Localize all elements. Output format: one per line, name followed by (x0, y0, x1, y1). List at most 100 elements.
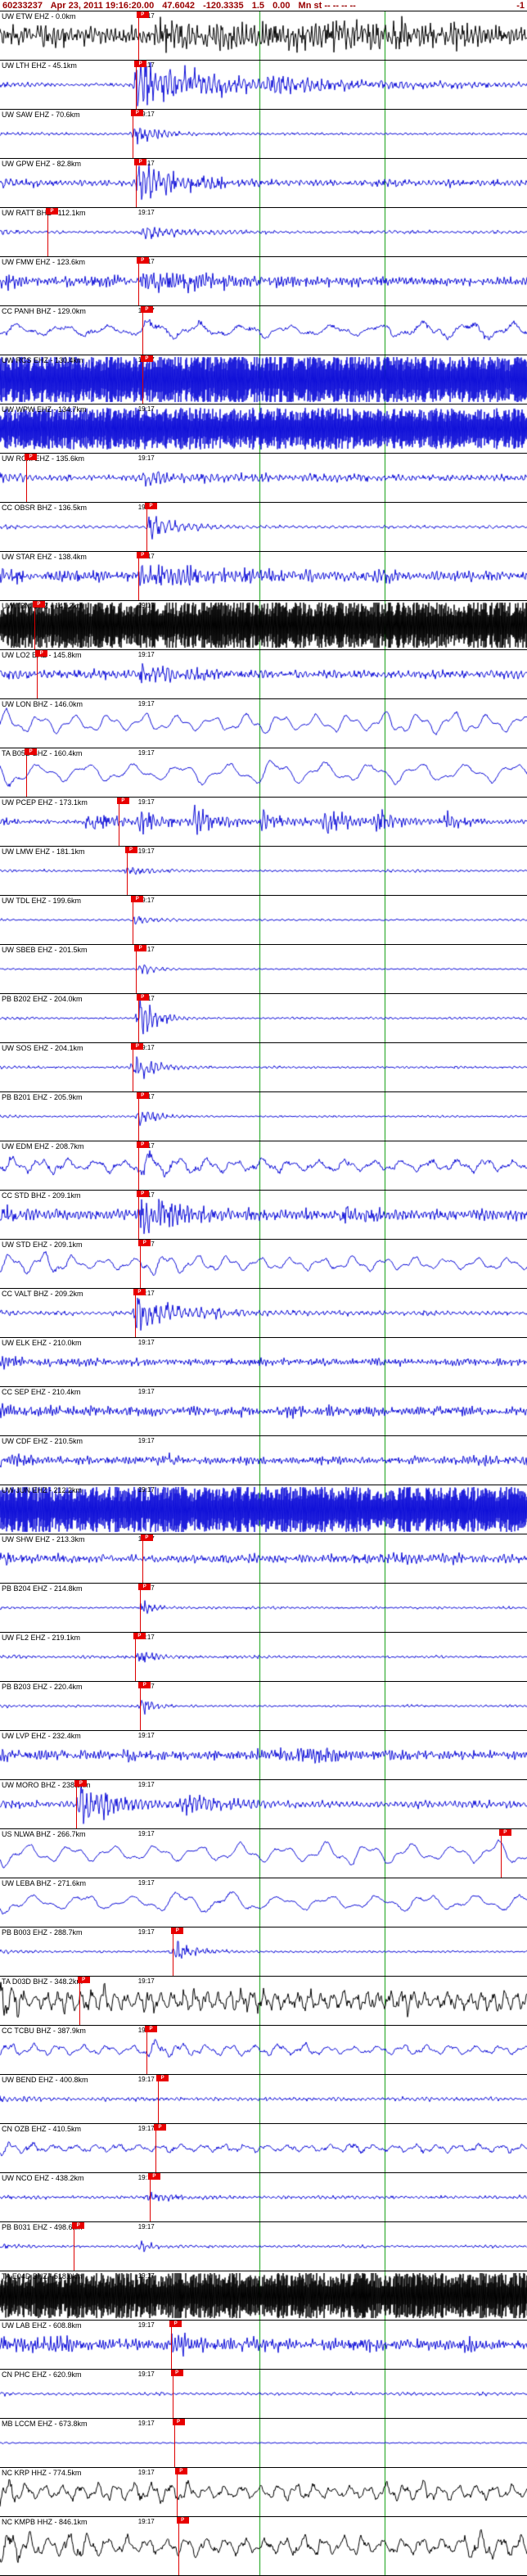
pick-flag[interactable]: P (138, 1682, 151, 1688)
trace-row[interactable]: UW LVP EHZ - 232.4km 19:17 (0, 1731, 527, 1780)
trace-row[interactable]: PB B204 EHZ - 214.8km 19:17 P (0, 1584, 527, 1633)
trace-row[interactable]: TA E04D BHZ - 518.0km 19:17 (0, 2271, 527, 2321)
pick-flag[interactable]: P (145, 2026, 158, 2032)
waveform-canvas[interactable] (0, 2370, 527, 2418)
pick-flag[interactable]: P (35, 650, 48, 657)
trace-row[interactable]: CN OZB EHZ - 410.5km 19:17 P (0, 2124, 527, 2173)
waveform-canvas[interactable] (0, 552, 527, 600)
waveform-canvas[interactable] (0, 1338, 527, 1386)
waveform-canvas[interactable] (0, 2468, 527, 2516)
pick-flag[interactable]: P (116, 798, 129, 804)
waveform-canvas[interactable] (0, 798, 527, 846)
waveform-canvas[interactable] (0, 1387, 527, 1435)
pick-flag[interactable]: P (136, 1191, 149, 1197)
pick-flag[interactable]: P (134, 61, 147, 67)
pick-flag[interactable]: P (498, 1829, 511, 1836)
trace-row[interactable]: UW LTH EHZ - 45.1km 19:17 P (0, 61, 527, 110)
pick-flag[interactable]: P (74, 1780, 88, 1787)
trace-row[interactable]: PB B203 EHZ - 220.4km 19:17 P (0, 1682, 527, 1731)
trace-row[interactable]: UW RCS EHZ - 130.4km 19:17 P (0, 355, 527, 404)
waveform-canvas[interactable] (0, 2321, 527, 2369)
trace-row[interactable]: US NLWA BHZ - 266.7km 19:17 P (0, 1829, 527, 1878)
waveform-canvas[interactable] (0, 159, 527, 207)
pick-flag[interactable]: P (134, 159, 147, 165)
pick-flag[interactable]: P (134, 945, 147, 951)
trace-row[interactable]: TA B05D BHZ - 160.4km 19:17 P (0, 748, 527, 798)
trace-row[interactable]: CC SEP EHZ - 210.4km 19:17 (0, 1387, 527, 1436)
trace-row[interactable]: MB LCCM EHZ - 673.8km 19:17 P (0, 2419, 527, 2468)
waveform-canvas[interactable] (0, 1043, 527, 1091)
pick-flag[interactable]: P (174, 2468, 187, 2474)
waveform-canvas[interactable] (0, 2271, 527, 2320)
trace-row[interactable]: UW SOS EHZ - 204.1km 19:17 P (0, 1043, 527, 1092)
trace-row[interactable]: TA D03D BHZ - 348.2km 19:17 P (0, 1977, 527, 2026)
waveform-canvas[interactable] (0, 1141, 527, 1190)
trace-row[interactable]: PB B003 EHZ - 288.7km 19:17 P (0, 1927, 527, 1977)
waveform-canvas[interactable] (0, 1829, 527, 1878)
waveform-canvas[interactable] (0, 994, 527, 1042)
waveform-canvas[interactable] (0, 454, 527, 502)
pick-flag[interactable]: P (25, 454, 38, 460)
pick-flag[interactable]: P (147, 2173, 160, 2180)
trace-row[interactable]: UW EDM EHZ - 208.7km 19:17 P (0, 1141, 527, 1191)
waveform-canvas[interactable] (0, 847, 527, 895)
waveform-canvas[interactable] (0, 355, 527, 404)
trace-row[interactable]: UW LO2 EHZ - 145.8km 19:17 P (0, 650, 527, 699)
waveform-canvas[interactable] (0, 2222, 527, 2271)
waveform-canvas[interactable] (0, 1534, 527, 1583)
trace-row[interactable]: UW GPW EHZ - 82.8km 19:17 P (0, 159, 527, 208)
trace-row[interactable]: UW MORO BHZ - 238.9km 19:17 P (0, 1780, 527, 1829)
waveform-canvas[interactable] (0, 208, 527, 256)
pick-flag[interactable]: P (77, 1977, 90, 1983)
waveform-canvas[interactable] (0, 748, 527, 797)
pick-flag[interactable]: P (136, 11, 149, 18)
waveform-canvas[interactable] (0, 1633, 527, 1681)
waveform-canvas[interactable] (0, 1731, 527, 1779)
waveform-canvas[interactable] (0, 699, 527, 748)
pick-flag[interactable]: P (156, 2075, 169, 2081)
pick-flag[interactable]: P (32, 601, 45, 608)
pick-flag[interactable]: P (176, 2517, 189, 2524)
trace-row[interactable]: NC KRP HHZ - 774.5km 19:17 P (0, 2468, 527, 2517)
trace-row[interactable]: PB B201 EHZ - 205.9km 19:17 P (0, 1092, 527, 1141)
trace-row[interactable]: UW FL2 EHZ - 219.1km 19:17 P (0, 1633, 527, 1682)
trace-row[interactable]: CC PANH BHZ - 129.0km 19:17 P (0, 306, 527, 355)
trace-row[interactable]: UW TBM EHZ - 141.2km 19:17 P (0, 601, 527, 650)
waveform-canvas[interactable] (0, 306, 527, 355)
trace-row[interactable]: UW ELK EHZ - 210.0km 19:17 (0, 1338, 527, 1387)
trace-row[interactable]: PB B202 EHZ - 204.0km 19:17 P (0, 994, 527, 1043)
waveform-canvas[interactable] (0, 945, 527, 993)
trace-row[interactable]: UW NCO EHZ - 438.2km 19:17 P (0, 2173, 527, 2222)
pick-flag[interactable]: P (136, 1092, 149, 1099)
pick-flag[interactable]: P (171, 1927, 184, 1934)
trace-row[interactable]: UW LON BHZ - 146.0km 19:17 (0, 699, 527, 748)
pick-flag[interactable]: P (133, 1289, 146, 1295)
waveform-canvas[interactable] (0, 61, 527, 109)
waveform-canvas[interactable] (0, 11, 527, 60)
waveform-canvas[interactable] (0, 503, 527, 551)
waveform-canvas[interactable] (0, 2124, 527, 2172)
trace-row[interactable]: UW PCEP EHZ - 173.1km 19:17 P (0, 798, 527, 847)
trace-row[interactable]: UW STAR EHZ - 138.4km 19:17 P (0, 552, 527, 601)
pick-flag[interactable]: P (136, 552, 149, 558)
trace-row[interactable]: UW SAW EHZ - 70.6km 19:17 P (0, 110, 527, 159)
trace-row[interactable]: UW SBEB EHZ - 201.5km 19:17 P (0, 945, 527, 994)
trace-row[interactable]: UW FMW EHZ - 123.6km 19:17 P (0, 257, 527, 306)
trace-row[interactable]: CN PHC EHZ - 620.9km 19:17 P (0, 2370, 527, 2419)
waveform-canvas[interactable] (0, 2026, 527, 2074)
pick-flag[interactable]: P (131, 1043, 144, 1050)
waveform-canvas[interactable] (0, 1780, 527, 1828)
waveform-canvas[interactable] (0, 1191, 527, 1239)
pick-flag[interactable]: P (140, 1534, 153, 1541)
trace-row[interactable]: PB B031 EHZ - 498.6km 19:17 P (0, 2222, 527, 2271)
trace-row[interactable]: UW JUN EHZ - 212.2km 19:17 (0, 1485, 527, 1534)
waveform-canvas[interactable] (0, 1977, 527, 2025)
trace-row[interactable]: CC STD BHZ - 209.1km 19:17 P (0, 1191, 527, 1240)
pick-flag[interactable]: P (136, 1141, 149, 1148)
waveform-canvas[interactable] (0, 896, 527, 944)
waveform-canvas[interactable] (0, 1878, 527, 1927)
trace-row[interactable]: UW STD EHZ - 209.1km 19:17 P (0, 1240, 527, 1289)
pick-flag[interactable]: P (25, 748, 38, 755)
trace-row[interactable]: UW CDF EHZ - 210.5km 19:17 (0, 1436, 527, 1485)
trace-row[interactable]: UW BEND EHZ - 400.8km 19:17 P (0, 2075, 527, 2124)
